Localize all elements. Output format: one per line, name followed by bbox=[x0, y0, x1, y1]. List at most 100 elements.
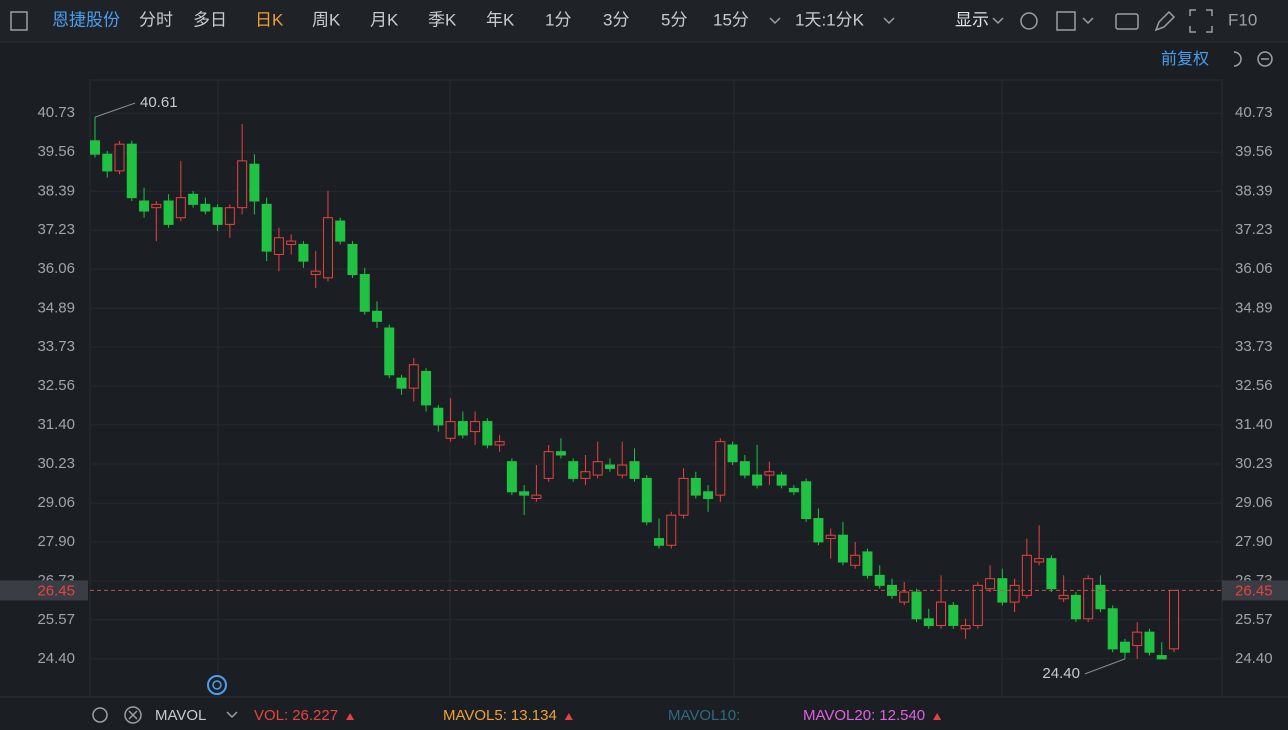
candle-body bbox=[948, 604, 959, 626]
candle-body bbox=[678, 477, 689, 516]
candle-body bbox=[1132, 631, 1143, 647]
candle-body bbox=[482, 421, 493, 446]
candle-body bbox=[568, 461, 579, 479]
date-grid bbox=[217, 80, 1003, 697]
y2-tick-label: 38.39 bbox=[1235, 182, 1273, 199]
candle-body bbox=[114, 143, 125, 172]
candle-body bbox=[126, 143, 137, 199]
box-icon[interactable] bbox=[1056, 11, 1076, 31]
candle-body bbox=[445, 421, 456, 439]
candle-body bbox=[899, 591, 910, 603]
candle-body bbox=[923, 618, 934, 626]
candle-body bbox=[666, 514, 677, 546]
camera-icon[interactable] bbox=[1115, 13, 1139, 30]
candle-body bbox=[1144, 631, 1155, 653]
candle-body bbox=[347, 243, 358, 276]
zoom-out-icon[interactable] bbox=[1257, 51, 1273, 67]
tab[interactable]: 年K bbox=[486, 10, 515, 29]
candle-body bbox=[249, 163, 260, 202]
candle-body bbox=[163, 200, 174, 225]
indicator-label: VOL: bbox=[254, 707, 288, 724]
candle-body bbox=[506, 461, 517, 493]
candle-body bbox=[592, 461, 603, 476]
tab[interactable]: 15分 bbox=[713, 10, 749, 29]
candle-body bbox=[531, 494, 542, 499]
candle-body bbox=[1119, 641, 1130, 653]
stock-name[interactable]: 恩捷股份 bbox=[52, 10, 120, 29]
reset-icon[interactable] bbox=[1233, 51, 1242, 67]
candle-body bbox=[273, 237, 284, 255]
indicator-close[interactable] bbox=[124, 706, 142, 724]
current-price-label: 26.45 bbox=[37, 582, 75, 599]
adjust-mode[interactable]: 前复权 bbox=[1161, 50, 1209, 68]
y2-tick-label: 34.89 bbox=[1235, 299, 1273, 316]
tab[interactable]: 月K bbox=[370, 10, 399, 29]
candle-body bbox=[224, 207, 235, 225]
tab[interactable]: 日K bbox=[255, 10, 284, 29]
candle-body bbox=[543, 451, 554, 479]
y-tick-label: 36.06 bbox=[37, 260, 75, 277]
tab[interactable]: 1分 bbox=[545, 10, 571, 29]
y-tick-label: 24.40 bbox=[37, 650, 75, 667]
candle-body bbox=[985, 578, 996, 590]
chevron[interactable] bbox=[1082, 17, 1094, 25]
candle-body bbox=[960, 624, 971, 630]
candle-body bbox=[519, 491, 530, 496]
indicator-settings[interactable] bbox=[92, 707, 108, 723]
y-tick-label: 31.40 bbox=[37, 416, 75, 433]
candle-body bbox=[654, 538, 665, 546]
tab[interactable]: 5分 bbox=[661, 10, 687, 29]
plot-frame bbox=[89, 79, 1223, 698]
annotation: 40.61 bbox=[140, 94, 178, 111]
candle-body bbox=[1095, 584, 1106, 610]
settings-icon[interactable] bbox=[1020, 12, 1038, 30]
candle-body bbox=[911, 591, 922, 620]
y-tick-label: 33.73 bbox=[37, 338, 75, 355]
f10[interactable]: F10 bbox=[1228, 10, 1257, 29]
candle-body bbox=[237, 160, 248, 209]
candle-body bbox=[261, 203, 272, 252]
indicator-label: MAVOL20: bbox=[803, 707, 875, 724]
indicator-label: MAVOL5: bbox=[443, 707, 507, 724]
indicator-name[interactable]: MAVOL bbox=[155, 707, 206, 724]
candle-body bbox=[788, 487, 799, 493]
period-select[interactable]: 1天:1分K bbox=[795, 10, 865, 29]
y-tick-label: 40.73 bbox=[37, 104, 75, 121]
y2-tick-label: 32.56 bbox=[1235, 377, 1273, 394]
candle-body bbox=[188, 193, 199, 205]
y-tick-label: 30.23 bbox=[37, 455, 75, 472]
y-tick-label: 39.56 bbox=[37, 143, 75, 160]
pen-icon[interactable] bbox=[1154, 10, 1176, 32]
indicator-close bbox=[128, 710, 138, 720]
chevron[interactable] bbox=[992, 17, 1004, 25]
y-tick-label: 29.06 bbox=[37, 494, 75, 511]
candle-body bbox=[727, 444, 738, 463]
candle-body bbox=[936, 601, 947, 626]
candle-body bbox=[617, 464, 628, 476]
sidebar-icon[interactable] bbox=[10, 11, 28, 31]
toolbar bbox=[0, 0, 1288, 42]
y2-tick-label: 40.73 bbox=[1235, 104, 1273, 121]
display-menu[interactable]: 显示 bbox=[955, 10, 989, 29]
tab[interactable]: 3分 bbox=[603, 10, 629, 29]
tab[interactable]: 多日 bbox=[193, 10, 227, 29]
candle-body bbox=[433, 407, 444, 426]
candle-body bbox=[837, 534, 848, 563]
candle-body bbox=[972, 584, 983, 626]
tab[interactable]: 季K bbox=[428, 10, 457, 29]
candle-body bbox=[764, 471, 775, 476]
y-tick-label: 25.57 bbox=[37, 611, 75, 628]
candle-body bbox=[90, 140, 100, 155]
trend-arrow bbox=[933, 713, 942, 720]
candle-body bbox=[752, 474, 763, 486]
tab[interactable]: 分时 bbox=[139, 10, 173, 29]
chevron[interactable] bbox=[769, 17, 781, 25]
y-tick-label: 27.90 bbox=[37, 533, 75, 550]
chevron[interactable] bbox=[226, 711, 238, 719]
fullscreen-icon[interactable] bbox=[1189, 9, 1213, 33]
candle-body bbox=[580, 471, 591, 479]
tab[interactable]: 周K bbox=[312, 10, 341, 29]
chevron[interactable] bbox=[883, 17, 895, 25]
annotation-leader bbox=[1084, 658, 1126, 675]
event-icon[interactable] bbox=[207, 675, 227, 695]
